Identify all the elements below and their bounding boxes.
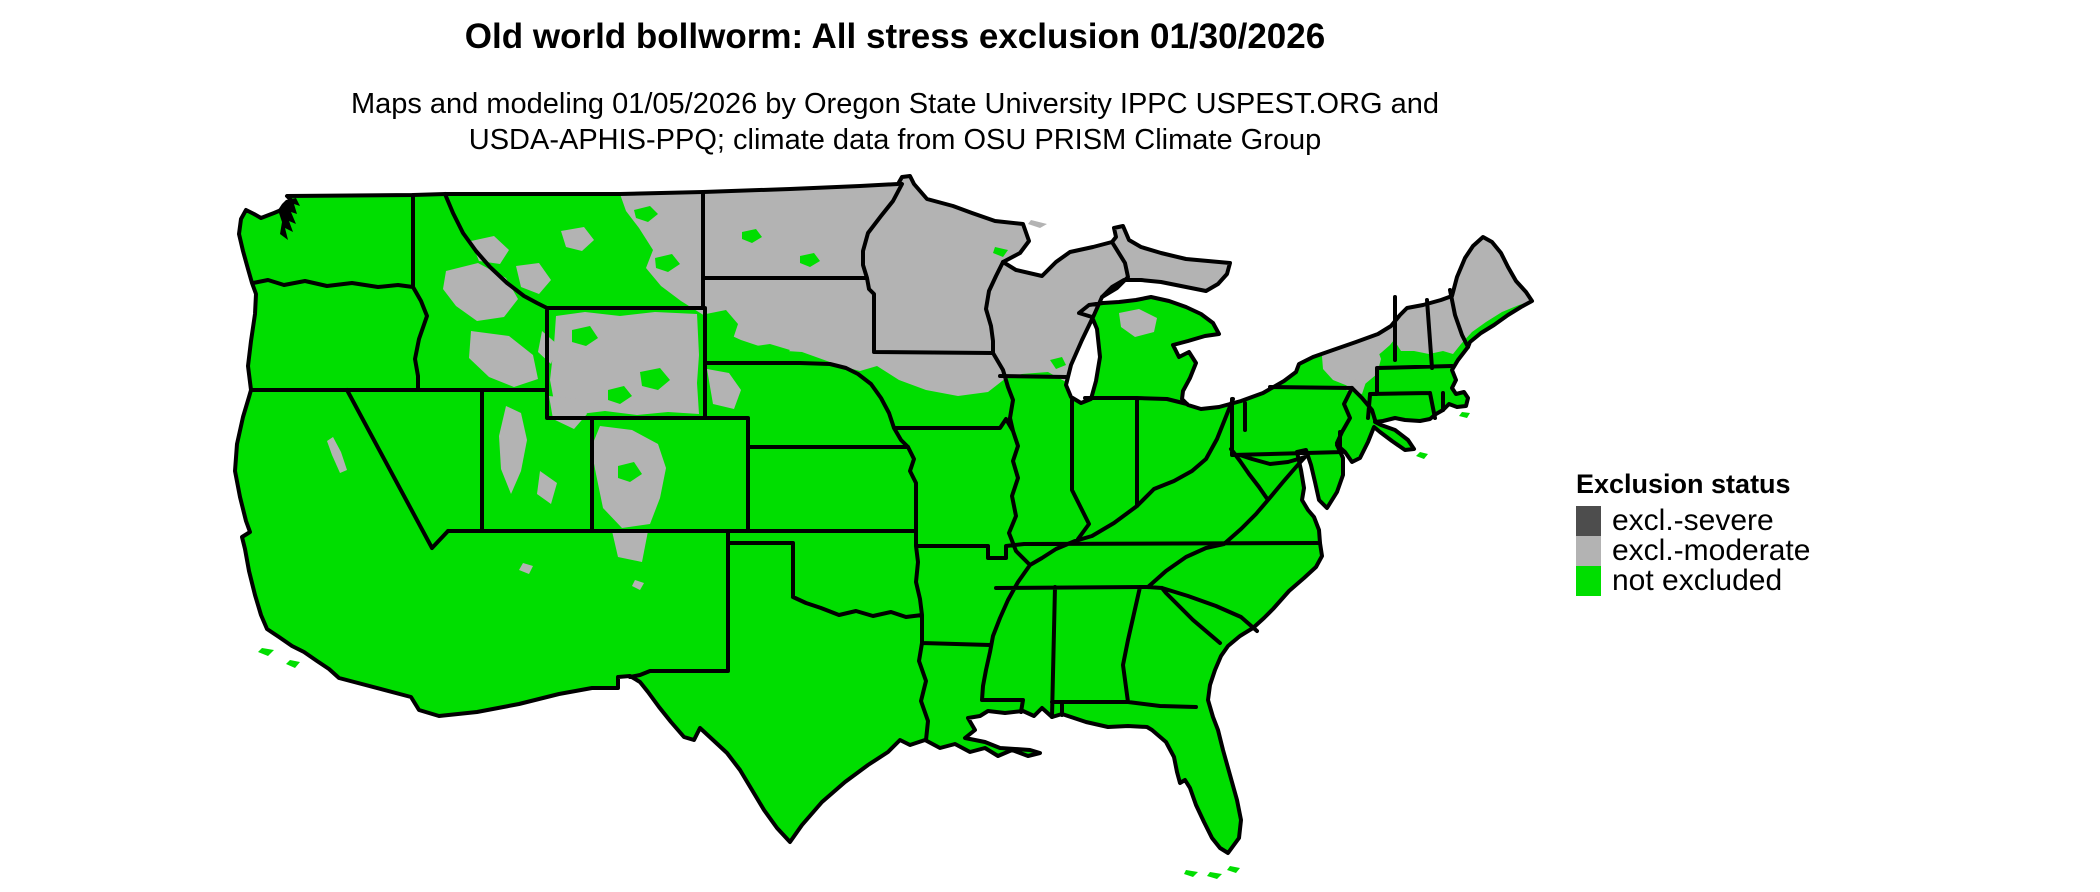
green-speck-wyoming-2 [640,368,670,390]
green-speck-wyoming-3 [608,386,632,404]
green-speck-duluth [993,247,1008,257]
islet-florida-keys-1 [1184,870,1198,877]
green-speck-wisconsin [1050,357,1066,369]
gray-region-nebraska-panhandle [707,369,741,409]
islet-florida-keys-2 [1207,872,1222,879]
gray-region-utah-uinta [549,396,587,429]
gray-region-montana-2 [516,263,551,294]
legend-label-not-excluded: not excluded [1612,564,1783,597]
green-speck-wyoming-1 [572,326,598,346]
gray-region-montana-3 [561,227,594,251]
green-speck-black-hills [704,310,738,342]
green-speck-montana-2 [655,254,680,272]
green-speck-north-dakota-2 [800,253,820,267]
green-speck-north-dakota-1 [742,229,762,243]
gray-region-utah-wasatch [499,406,527,494]
gray-region-new-mexico-speck [632,580,644,590]
islet-channel-islands-2 [286,660,300,668]
gray-region-northern-new-mexico [612,531,648,562]
legend-swatch-severe [1576,506,1601,536]
gray-region-northern-tier [620,176,1230,396]
gray-islet-isle-royale [1028,220,1047,228]
page-title: Old world bollworm: All stress exclusion… [464,17,1326,56]
gray-region-lower-michigan [1119,309,1157,337]
legend-label-moderate: excl.-moderate [1612,534,1811,567]
islet-florida-keys-3 [1227,866,1240,873]
legend-row-severe: excl.-severe [1576,506,1906,536]
legend-row-moderate: excl.-moderate [1576,536,1906,566]
legend-swatch-moderate [1576,536,1601,566]
islet-nantucket [1459,412,1470,418]
legend-label-severe: excl.-severe [1612,504,1774,537]
gray-region-sierra [327,437,347,473]
legend-swatch-not-excluded [1576,566,1601,596]
gray-region-arizona-rim [519,563,533,574]
legend-row-not-excluded: not excluded [1576,566,1906,596]
islet-channel-islands-1 [258,648,274,656]
green-speck-montana-3 [634,206,658,222]
page-subtitle: Maps and modeling 01/05/2026 by Oregon S… [350,88,1440,156]
map-legend: Exclusion status excl.-severe excl.-mode… [1576,468,1906,596]
legend-title: Exclusion status [1576,469,1791,499]
green-speck-colorado [618,462,642,482]
gray-region-utah-south [537,471,557,504]
green-speckles [572,206,1066,482]
gray-region-idaho-2 [469,331,538,387]
green-speck-montana-1 [612,238,642,258]
state-borders [249,182,1470,742]
islet-long-island-east [1416,452,1428,459]
green-speck-south-dakota [742,344,790,360]
green-islets [258,412,1470,879]
